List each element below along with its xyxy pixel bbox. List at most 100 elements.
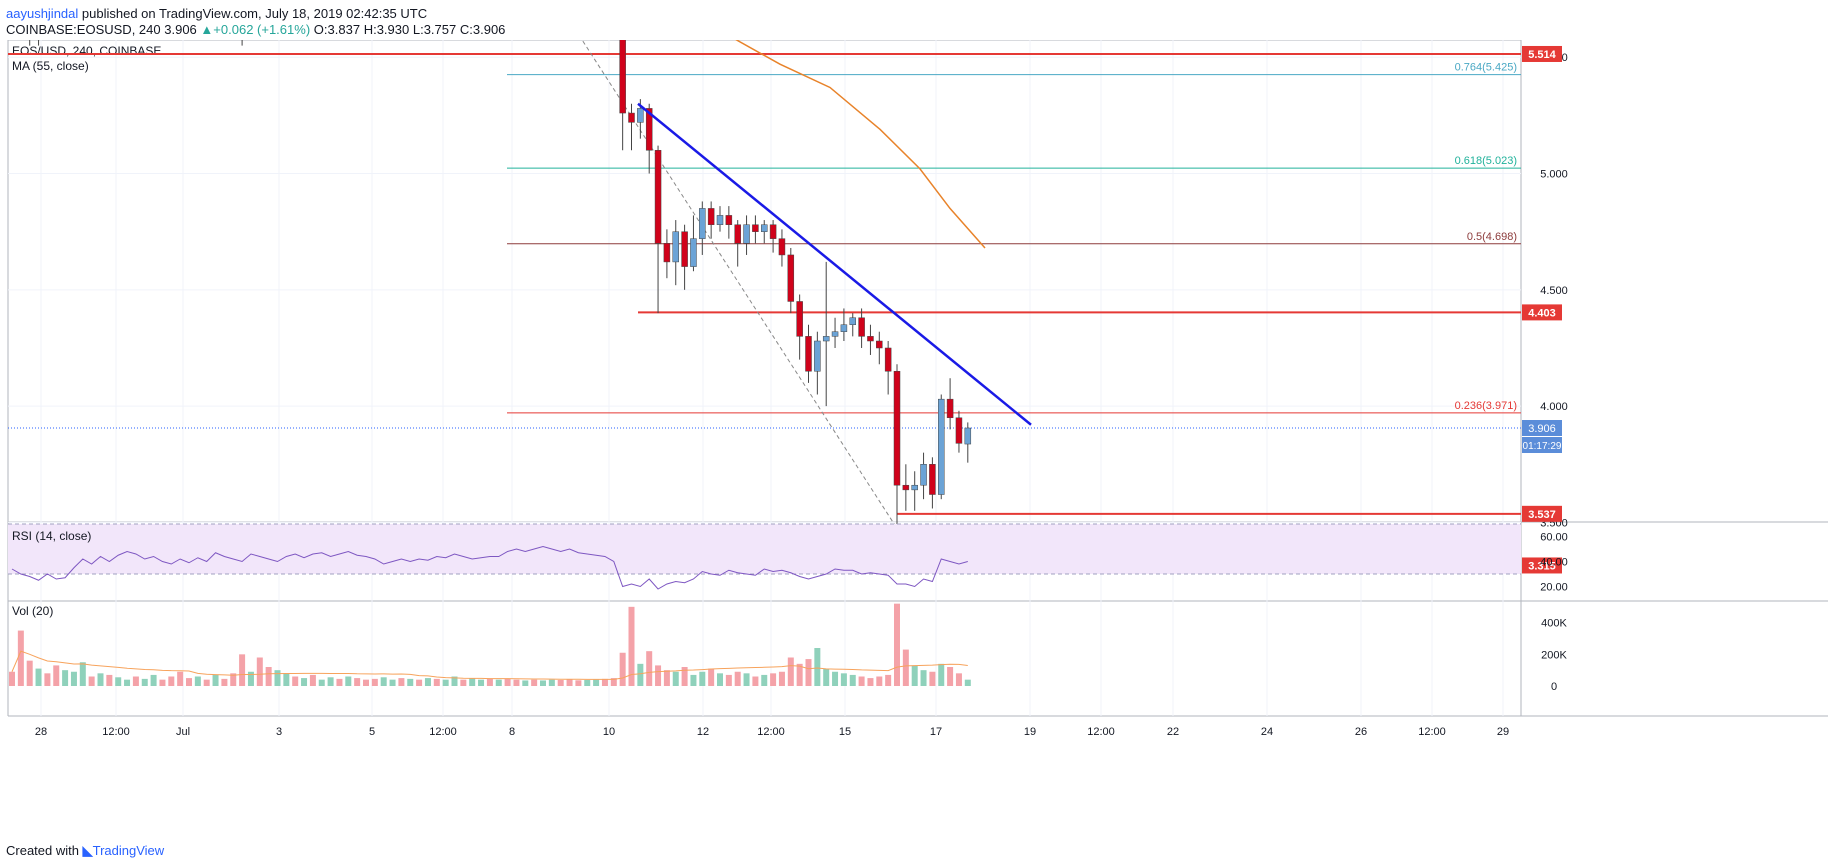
level-price-tag	[1522, 45, 1562, 62]
level-price-text: 5.514	[1528, 49, 1556, 61]
volume-bar	[690, 674, 697, 686]
last-price: 3.906	[164, 22, 197, 37]
time-tick-label: 17	[930, 726, 942, 738]
price-chart[interactable]: 28 12:00 Jul 3 5 12:00 8 10 12 12:00 15 17 19 12:00 22…	[0, 40, 1828, 840]
volume-bar	[557, 679, 564, 686]
volume-legend: Vol (20)	[12, 604, 53, 618]
volume-bar	[681, 667, 688, 686]
symbol-line: COINBASE:EOSUSD, 240 3.906 ▲+0.062 (+1.6…	[6, 22, 505, 37]
candle-body	[690, 238, 697, 267]
volume-bar	[230, 673, 237, 686]
volume-bar	[44, 673, 51, 686]
volume-bar	[9, 671, 15, 686]
candle-body	[929, 464, 936, 495]
volume-bar	[531, 679, 538, 686]
publisher-link[interactable]: aayushjindal	[6, 6, 79, 21]
candle-body	[822, 336, 830, 342]
candle-body	[831, 331, 839, 337]
time-tick-label: 12:00	[102, 726, 130, 738]
countdown-text: 01:17:29	[1523, 441, 1562, 452]
level-price-text: 3.537	[1528, 509, 1556, 521]
candle-body	[955, 417, 963, 444]
close-value: 3.906	[472, 22, 506, 37]
candle-body	[787, 254, 795, 302]
open-value: 3.837	[327, 22, 361, 37]
volume-bar	[699, 671, 706, 686]
published-text: published on TradingView.com, July 18, 2…	[81, 6, 428, 21]
volume-bar	[79, 662, 86, 686]
main-legend: EOS/USD, 240, COINBASE	[12, 44, 161, 58]
time-tick-label: 8	[509, 726, 515, 738]
volume-bar	[725, 674, 732, 686]
volume-bar	[106, 674, 113, 686]
rsi-tick-label: 20.00	[1540, 582, 1568, 594]
candle-body	[743, 224, 750, 244]
tradingview-link[interactable]: TradingView	[92, 843, 165, 858]
descending-trendline	[637, 102, 1032, 426]
volume-bar	[849, 674, 856, 686]
candle-body	[725, 215, 733, 225]
volume-bar	[840, 673, 847, 686]
candle-body	[734, 224, 741, 244]
time-tick-label: 12:00	[1087, 726, 1115, 738]
footer: Created with ◣TradingView	[6, 843, 164, 859]
volume-bar	[442, 679, 449, 686]
volume-bar	[460, 679, 467, 686]
candle-body	[840, 324, 848, 332]
time-tick-label: 26	[1355, 726, 1367, 738]
candle-body	[707, 208, 715, 225]
level-price-tag	[1522, 505, 1562, 522]
volume-bar	[186, 678, 192, 686]
volume-bar	[17, 630, 24, 686]
volume-bar	[70, 671, 77, 686]
volume-bar	[814, 648, 821, 686]
volume-bar	[663, 670, 670, 686]
volume-bar	[787, 657, 794, 686]
volume-bar	[955, 673, 962, 686]
candle-body	[769, 224, 777, 239]
candle-body	[654, 150, 662, 244]
volume-bar	[805, 659, 812, 686]
volume-bar	[203, 679, 210, 686]
rsi-line	[11, 545, 968, 590]
volume-tick-label: 200K	[1541, 649, 1567, 661]
volume-bar	[911, 665, 918, 686]
volume-bar	[734, 671, 741, 686]
candle-body	[876, 340, 883, 349]
fib-level-label: 0.236(3.971)	[1455, 400, 1517, 412]
candle-body	[849, 317, 856, 325]
volume-bar	[637, 663, 644, 686]
volume-bar	[575, 680, 582, 686]
low-value: 3.757	[423, 22, 457, 37]
publish-line: aayushjindal published on TradingView.co…	[6, 6, 427, 21]
volume-bar	[407, 678, 414, 686]
symbol-text: COINBASE:EOSUSD, 240	[6, 22, 161, 37]
rsi-tick-label: 40.00	[1540, 557, 1568, 569]
volume-bar	[947, 667, 954, 686]
volume-bar	[513, 679, 520, 686]
candle-body	[752, 224, 759, 232]
fib-level-label: 0.5(4.698)	[1467, 231, 1517, 243]
volume-bar	[858, 676, 865, 686]
time-tick-label: 12	[697, 726, 709, 738]
volume-bar	[318, 679, 325, 686]
volume-bar	[584, 679, 591, 686]
volume-bar	[433, 678, 440, 686]
volume-bar	[424, 678, 431, 686]
fib-level-label: 0.764(5.425)	[1455, 62, 1517, 74]
low-label: L:	[412, 22, 424, 37]
volume-bar	[628, 606, 635, 686]
volume-bar	[672, 671, 679, 686]
volume-bar	[168, 676, 175, 686]
volume-bar	[274, 670, 281, 686]
volume-bar	[717, 673, 723, 686]
candle-body	[672, 231, 679, 263]
price-change: ▲+0.062 (+1.61%)	[200, 22, 311, 37]
volume-bar	[389, 679, 396, 686]
volume-bar	[601, 678, 608, 686]
candle-body	[902, 484, 910, 491]
time-tick-label: 24	[1261, 726, 1273, 738]
price-tick-label: 5.000	[1540, 169, 1568, 181]
volume-bar	[124, 679, 131, 686]
ma-legend: MA (55, close)	[12, 59, 89, 73]
